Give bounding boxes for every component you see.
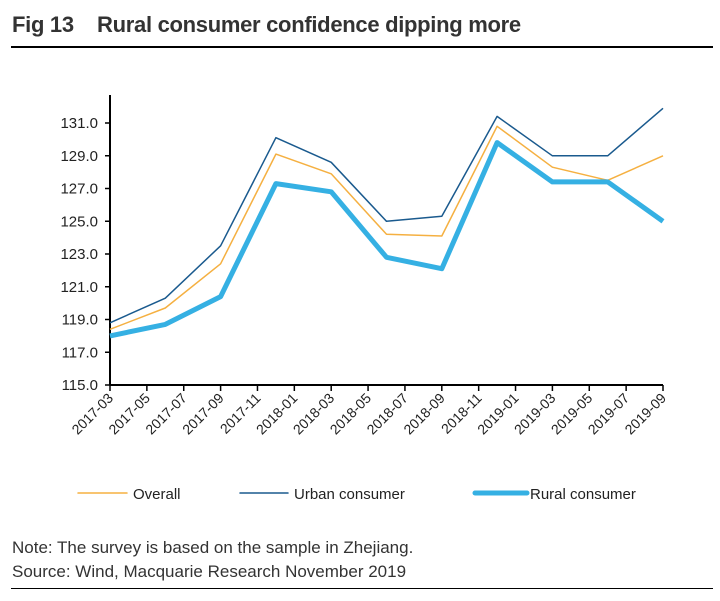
- x-tick-label: 2019-09: [621, 390, 669, 438]
- y-tick-label: 127.0: [60, 181, 98, 198]
- y-tick-label: 129.0: [60, 148, 98, 165]
- y-tick-label: 131.0: [60, 115, 98, 132]
- y-tick-label: 119.0: [62, 312, 98, 329]
- bottom-divider: [11, 588, 713, 589]
- y-tick-label: 123.0: [60, 246, 98, 263]
- x-tick-label: 2017-09: [179, 390, 227, 438]
- legend-label-overall: Overall: [133, 486, 181, 503]
- legend-label-urban-consumer: Urban consumer: [294, 486, 405, 503]
- chart-source: Source: Wind, Macquarie Research Novembe…: [12, 562, 407, 581]
- y-tick-label: 121.0: [60, 279, 98, 296]
- y-tick-label: 115.0: [62, 377, 98, 394]
- y-tick-label: 117.0: [62, 344, 98, 361]
- legend-label-rural-consumer: Rural consumer: [530, 486, 636, 503]
- series-line-urban-consumer: [109, 107, 664, 324]
- series-line-rural-consumer: [109, 140, 665, 339]
- title-divider: [11, 46, 713, 48]
- x-tick-label: 2018-09: [400, 390, 448, 438]
- figure-title: Fig 13 Rural consumer confidence dipping…: [12, 12, 521, 37]
- y-tick-label: 125.0: [60, 213, 98, 230]
- series-line-overall: [109, 125, 664, 330]
- chart-note: Note: The survey is based on the sample …: [12, 538, 414, 557]
